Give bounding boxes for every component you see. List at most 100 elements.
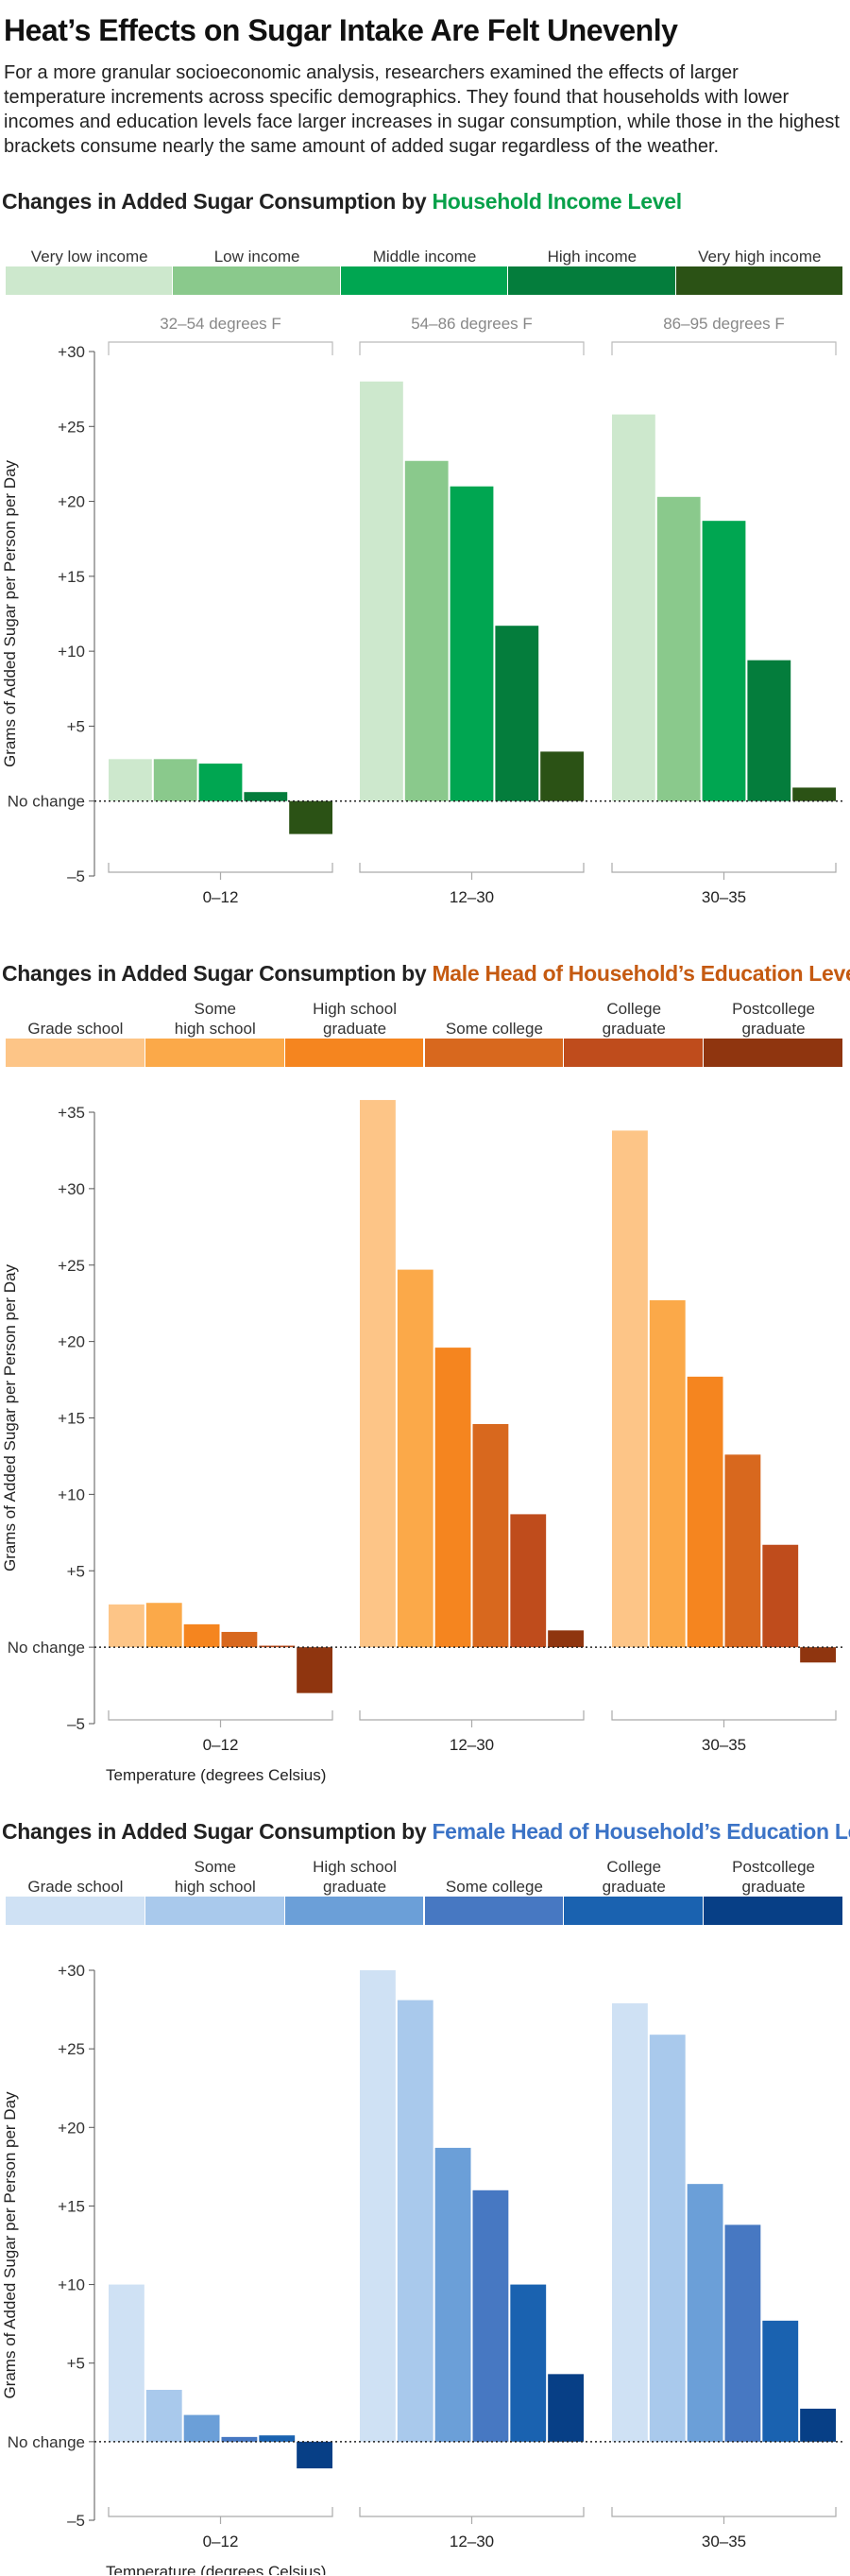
- bar: [762, 2320, 799, 2442]
- y-tick-label: –5: [67, 867, 85, 885]
- legend-label: High income: [547, 248, 638, 266]
- bar: [244, 792, 288, 801]
- legend-item: High income: [508, 223, 675, 295]
- intro-text: For a more granular socioeconomic analys…: [4, 62, 840, 157]
- y-tick-label: –5: [67, 2512, 85, 2530]
- chart-title-prefix: Changes in Added Sugar Consumption by: [2, 961, 433, 986]
- legend-swatch: [675, 266, 842, 295]
- chart-section-income: Changes in Added Sugar Consumption by Ho…: [0, 189, 850, 945]
- bar: [472, 2190, 509, 2442]
- chart-title: Changes in Added Sugar Consumption by Ho…: [2, 189, 682, 215]
- y-tick-label: +30: [58, 1962, 85, 1980]
- bar-chart-female-education: +30 +25 +20 +15 +10 +5 No change –5 Grams of Add…: [1, 1962, 845, 2575]
- y-tick-label: +20: [58, 1333, 85, 1351]
- bar: [360, 1100, 396, 1648]
- y-tick-label: No change: [8, 793, 85, 811]
- legend-item: Very high income: [675, 223, 843, 295]
- group-bracket: [359, 2507, 585, 2517]
- group-bracket: [108, 2507, 333, 2517]
- legend-label: College graduate: [602, 1858, 666, 1896]
- group-bracket: [611, 2507, 837, 2517]
- x-tick-label: 0–12: [203, 1736, 239, 1754]
- bar: [747, 660, 791, 801]
- bar: [800, 2408, 836, 2442]
- x-tick-label: 0–12: [203, 888, 239, 906]
- y-tick-label: +5: [67, 1562, 85, 1580]
- x-tick-label: 30–35: [702, 2533, 746, 2550]
- x-tick-label: 12–30: [450, 1736, 494, 1754]
- bar: [687, 1376, 723, 1648]
- legend-item: Postcollege graduate: [704, 1853, 843, 1925]
- legend-item: Grade school: [6, 995, 145, 1067]
- legend-item: Some college: [424, 1853, 565, 1925]
- legend-label: Some college: [445, 1878, 543, 1896]
- x-tick-label: 0–12: [203, 2533, 239, 2550]
- bar: [259, 2435, 296, 2442]
- group-bracket: [359, 863, 585, 873]
- chart-section-male-education: Changes in Added Sugar Consumption by Ma…: [0, 961, 850, 1784]
- bar: [612, 1130, 648, 1648]
- bar: [548, 2374, 584, 2442]
- group-bracket: [359, 1710, 585, 1721]
- legend: Grade school Some high school High school …: [6, 995, 843, 1067]
- y-axis-title: Grams of Added Sugar per Person per Day: [1, 459, 19, 767]
- bar: [404, 460, 449, 801]
- y-tick-label: +15: [58, 2197, 85, 2215]
- bar: [702, 521, 746, 801]
- y-tick-label: +15: [58, 568, 85, 586]
- legend-swatch: [564, 1897, 704, 1925]
- legend-swatch: [704, 1897, 842, 1925]
- bar: [145, 1603, 182, 1648]
- y-tick-label: +35: [58, 1104, 85, 1122]
- legend: Very low income Low income Middle income Hi…: [6, 223, 843, 295]
- y-tick-label: +30: [58, 1180, 85, 1198]
- y-tick-label: +5: [67, 717, 85, 735]
- bar: [800, 1647, 836, 1663]
- legend-label: Some high school: [174, 1858, 256, 1896]
- bar: [289, 800, 332, 834]
- legend-item: Postcollege graduate: [704, 995, 843, 1067]
- legend-item: High school graduate: [284, 995, 425, 1067]
- legend: Grade school Some high school High school …: [6, 1853, 843, 1925]
- legend-swatch: [6, 266, 173, 295]
- legend-swatch: [6, 1897, 144, 1925]
- group-bracket: [108, 1710, 333, 1721]
- bar: [656, 496, 701, 801]
- fahrenheit-bracket: [108, 341, 333, 355]
- legend-swatch: [144, 1039, 284, 1067]
- legend-label: Postcollege graduate: [732, 1000, 816, 1038]
- legend-label: Postcollege graduate: [732, 1858, 816, 1896]
- x-tick-label: 30–35: [702, 888, 746, 906]
- bar: [510, 1514, 547, 1648]
- chart-title-prefix: Changes in Added Sugar Consumption by: [2, 189, 433, 214]
- bar: [183, 2414, 220, 2442]
- bar: [792, 787, 836, 801]
- bar: [360, 381, 403, 801]
- y-tick-label: +10: [58, 1485, 85, 1503]
- bar: [649, 1299, 686, 1648]
- legend-label: Some high school: [174, 1000, 256, 1038]
- bar-chart-income: +30 +25 +20 +15 +10 +5 No change –5 Grams of Add…: [1, 315, 845, 906]
- bar: [297, 2441, 332, 2469]
- legend-item: Some high school: [144, 995, 285, 1067]
- chart-title-highlight: Female Head of Household’s Education Lev…: [432, 1819, 850, 1844]
- page-title: Heat’s Effects on Sugar Intake Are Felt …: [4, 13, 678, 47]
- bar: [198, 764, 243, 801]
- bar: [221, 2436, 258, 2442]
- chart-title-highlight: Household Income Level: [432, 189, 682, 214]
- y-axis-title: Grams of Added Sugar per Person per Day: [1, 1263, 19, 1571]
- legend-swatch: [340, 266, 508, 295]
- bar: [183, 1623, 220, 1648]
- legend-item: Very low income: [6, 223, 173, 295]
- bar: [612, 414, 655, 801]
- bar: [109, 1604, 144, 1648]
- legend-item: Some high school: [144, 1853, 285, 1925]
- x-tick-label: 12–30: [450, 2533, 494, 2550]
- bar: [397, 1269, 434, 1648]
- y-axis-title: Grams of Added Sugar per Person per Day: [1, 2091, 19, 2399]
- chart-title: Changes in Added Sugar Consumption by Fe…: [2, 1819, 850, 1845]
- bar: [221, 1631, 258, 1648]
- legend-label: High school graduate: [313, 1858, 397, 1896]
- y-tick-label: No change: [8, 1639, 85, 1657]
- legend-label: High school graduate: [313, 1000, 397, 1038]
